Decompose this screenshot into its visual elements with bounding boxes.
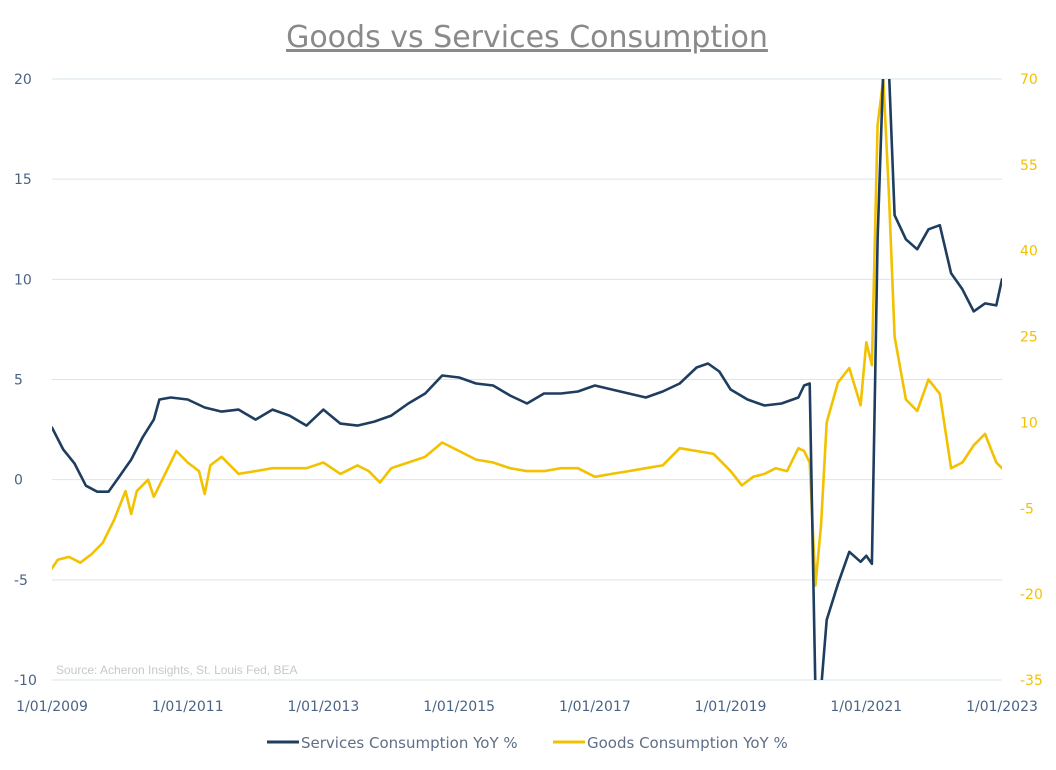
right-axis-tick-label: 25: [1020, 330, 1038, 346]
x-axis-tick-label: 1/01/2015: [423, 699, 495, 715]
right-axis-tick-label: -20: [1020, 587, 1043, 603]
legend: Services Consumption YoY % Goods Consumpt…: [267, 734, 788, 752]
left-axis-tick-label: 20: [14, 72, 32, 88]
chart-title: Goods vs Services Consumption: [286, 20, 768, 55]
series-layer: [52, 79, 1002, 680]
x-axis-tick-label: 1/01/2009: [16, 699, 88, 715]
x-axis-tick-label: 1/01/2021: [830, 699, 902, 715]
x-axis-ticks: 1/01/2009 1/01/2011 1/01/2013 1/01/2015 1/01…: [16, 699, 1038, 715]
left-axis-tick-label: 0: [14, 473, 23, 489]
left-axis-tick-label: 5: [14, 373, 23, 389]
right-axis-tick-label: 40: [1020, 244, 1038, 260]
left-axis-tick-label: 15: [14, 172, 32, 188]
gridlines: [52, 78, 1002, 681]
source-note: Source: Acheron Insights, St. Louis Fed,…: [56, 663, 297, 677]
x-axis-tick-label: 1/01/2023: [966, 699, 1038, 715]
goods-series-line: [52, 79, 1002, 587]
x-axis-tick-label: 1/01/2019: [695, 699, 767, 715]
right-axis-tick-label: 70: [1020, 72, 1038, 88]
right-axis-tick-label: 10: [1020, 415, 1038, 431]
left-axis-tick-label: 10: [14, 272, 32, 288]
right-axis-ticks: 70 55 40 25 10 -5 -20 -35: [1020, 72, 1043, 689]
services-series-line: [52, 79, 1002, 680]
left-axis-ticks: 20 15 10 5 0 -5 -10: [14, 72, 37, 689]
legend-label: Services Consumption YoY %: [301, 734, 518, 752]
right-axis-tick-label: -5: [1020, 501, 1034, 517]
left-axis-tick-label: -5: [14, 573, 28, 589]
x-axis-tick-label: 1/01/2013: [288, 699, 360, 715]
right-axis-tick-label: 55: [1020, 158, 1038, 174]
x-axis-tick-label: 1/01/2011: [152, 699, 224, 715]
x-axis-tick-label: 1/01/2017: [559, 699, 631, 715]
left-axis-tick-label: -10: [14, 673, 37, 689]
right-axis-tick-label: -35: [1020, 673, 1043, 689]
legend-label: Goods Consumption YoY %: [587, 734, 788, 752]
